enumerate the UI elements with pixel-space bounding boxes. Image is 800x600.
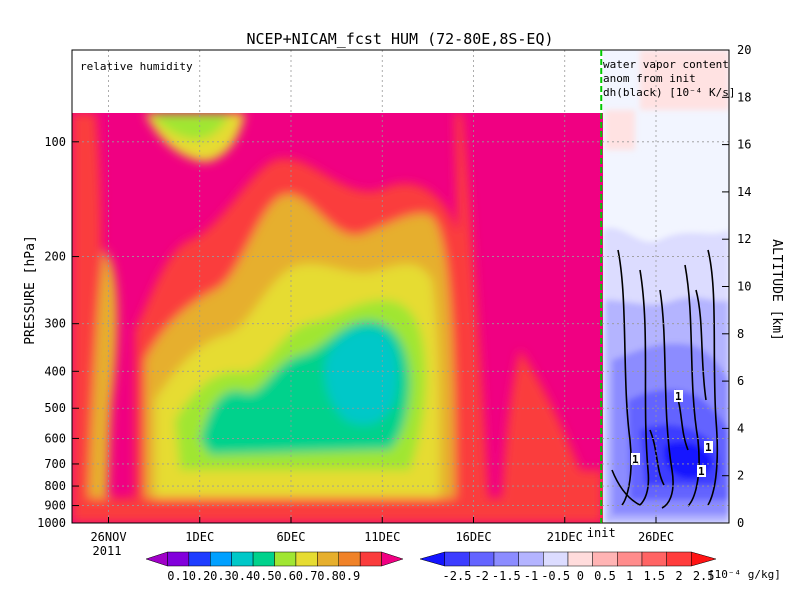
- pressure-tick-label: 500: [44, 401, 66, 415]
- left-annotation: relative humidity: [80, 60, 193, 73]
- altitude-tick-label: 8: [737, 327, 744, 341]
- pressure-tick-label: 700: [44, 457, 66, 471]
- x-tick-label: 21DEC: [547, 530, 583, 544]
- pressure-tick-label: 100: [44, 135, 66, 149]
- colorbar-swatch: [231, 551, 254, 567]
- altitude-tick-label: 10: [737, 280, 751, 294]
- pressure-axis: 100 200 300 400 500 600 700 800 900 1000: [37, 135, 79, 530]
- colorbar-label: 1.5: [643, 569, 665, 583]
- x-tick-label: 16DEC: [455, 530, 491, 544]
- x-tick-label: 11DEC: [364, 530, 400, 544]
- colorbar-label: 0.7: [296, 569, 318, 583]
- pressure-tick-label: 900: [44, 499, 66, 513]
- colorbar-label: 2: [675, 569, 682, 583]
- grid-lines: [72, 50, 729, 523]
- pressure-tick-label: 600: [44, 431, 66, 445]
- y-axis-label-left: PRESSURE [hPa]: [23, 235, 38, 345]
- colorbar-label: 0.4: [232, 569, 254, 583]
- colorbar-relative-humidity: 0.1 0.2 0.3 0.4 0.5 0.6 0.7 0.8 0.9: [145, 551, 404, 583]
- init-label: init: [587, 526, 616, 540]
- colorbar-label: 0.8: [317, 569, 339, 583]
- pressure-tick-label: 200: [44, 250, 66, 264]
- altitude-tick-label: 14: [737, 185, 751, 199]
- colorbar-label: -2: [474, 569, 488, 583]
- right-annotation-line-3: dh(black) [10⁻⁴ K/s]: [603, 86, 735, 99]
- right-annotation: water vapor content anom from init dh(bl…: [603, 58, 735, 99]
- chart-title: NCEP+NICAM_fcst HUM (72-80E,8S-EQ): [246, 30, 553, 48]
- relative-humidity-field: [72, 113, 603, 523]
- colorbar-swatch: [338, 551, 361, 567]
- altitude-tick-label: 6: [737, 374, 744, 388]
- x-tick-label: 1DEC: [185, 530, 214, 544]
- contour-label: 1: [675, 390, 682, 403]
- right-annotation-line-2: anom from init: [603, 72, 696, 85]
- colorbar-swatch: [210, 551, 232, 567]
- colorbar-label: 0: [577, 569, 584, 583]
- colorbar-swatch: [592, 551, 618, 567]
- pressure-tick-label: 1000: [37, 516, 66, 530]
- colorbar-swatch: [359, 551, 382, 567]
- x-tick-label: 26NOV: [90, 530, 126, 544]
- colorbar-swatch: [666, 551, 692, 567]
- altitude-tick-label: 4: [737, 421, 744, 435]
- y-axis-label-right: ALTITUDE [km]: [769, 239, 784, 341]
- colorbar-swatch: [691, 551, 717, 567]
- colorbar-swatch: [188, 551, 211, 567]
- colorbar-swatch: [295, 551, 318, 567]
- x-axis: 26NOV 1DEC 6DEC 11DEC 16DEC 21DEC 26DEC: [90, 517, 674, 544]
- contour-label: 1: [698, 465, 705, 478]
- colorbar-swatch: [543, 551, 569, 567]
- colorbar-swatch: [317, 551, 340, 567]
- altitude-tick-label: 16: [737, 138, 751, 152]
- colorbar-label: -1.5: [492, 569, 521, 583]
- colorbar-label: 1: [626, 569, 633, 583]
- colorbar-label: 0.5: [594, 569, 616, 583]
- colorbar-swatch: [274, 551, 297, 567]
- x-sublabel: 2011: [93, 544, 122, 558]
- colorbar-swatch: [167, 551, 190, 567]
- x-tick-label: 26DEC: [638, 530, 674, 544]
- colorbar-swatch: [567, 551, 593, 567]
- colorbar-anomaly: -2.5 -2 -1.5 -1 -0.5 0 0.5 1 1.5 2 2.5[10⁻⁴ g/kg]: [419, 551, 781, 583]
- colorbar-swatch: [419, 551, 445, 567]
- pressure-tick-label: 400: [44, 364, 66, 378]
- colorbar-label: -2.5: [443, 569, 472, 583]
- altitude-axis: 0 2 4 6 8 10 12 14 16 18 20: [722, 43, 751, 530]
- colorbar-swatch: [641, 551, 667, 567]
- x-tick-label: 6DEC: [277, 530, 306, 544]
- contour-labels: 1 1 1 1: [631, 390, 713, 478]
- colorbar-swatch: [493, 551, 519, 567]
- colorbar-swatch: [469, 551, 495, 567]
- colorbar-swatch: [444, 551, 470, 567]
- altitude-tick-label: 0: [737, 516, 744, 530]
- right-annotation-line-1: water vapor content: [603, 58, 729, 71]
- colorbar-label: 0.5: [253, 569, 275, 583]
- heating-contours: [611, 249, 719, 509]
- altitude-tick-label: 2: [737, 469, 744, 483]
- colorbar-swatch: [617, 551, 643, 567]
- altitude-tick-label: 18: [737, 90, 751, 104]
- colorbar-label: -0.5: [541, 569, 570, 583]
- colorbar-label: 0.1: [167, 569, 189, 583]
- colorbar-swatch: [252, 551, 275, 567]
- contour-label: 1: [705, 441, 712, 454]
- colorbar-label: 0.3: [210, 569, 232, 583]
- colorbar-label: 0.9: [339, 569, 361, 583]
- colorbar-label: 0.2: [189, 569, 211, 583]
- pressure-tick-label: 800: [44, 479, 66, 493]
- altitude-tick-label: 20: [737, 43, 751, 57]
- colorbar-swatch: [518, 551, 544, 567]
- colorbar-swatch: [145, 551, 168, 567]
- colorbar-swatch: [381, 551, 404, 567]
- water-vapor-anomaly-field: 1 1 1 1: [603, 50, 729, 523]
- colorbar-label: 2.5: [693, 569, 715, 583]
- altitude-tick-label: 12: [737, 232, 751, 246]
- contour-label: 1: [632, 453, 639, 466]
- colorbar-label: 0.6: [274, 569, 296, 583]
- colorbar-unit: [10⁻⁴ g/kg]: [708, 568, 781, 581]
- colorbar-label: -1: [524, 569, 538, 583]
- pressure-tick-label: 300: [44, 317, 66, 331]
